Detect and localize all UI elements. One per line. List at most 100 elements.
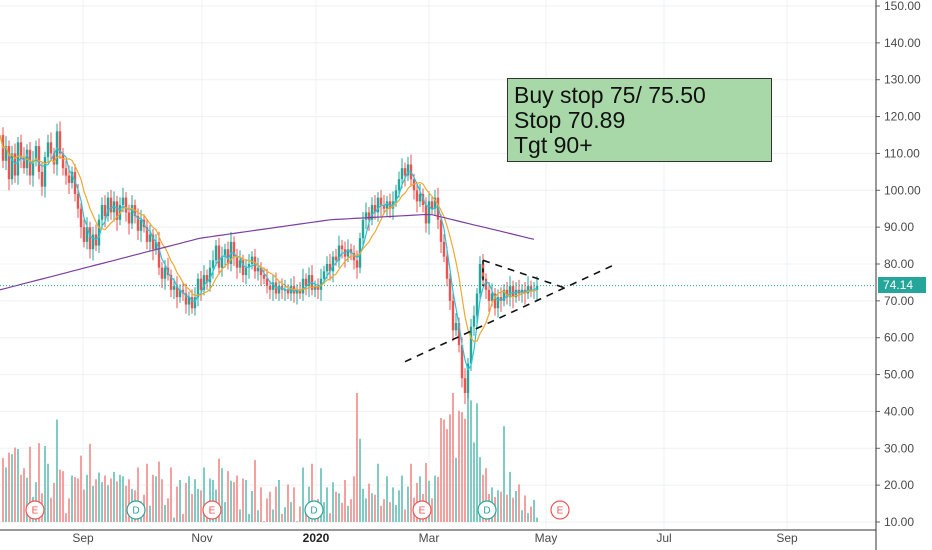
candle-body — [304, 278, 308, 287]
volume-bar — [275, 486, 277, 522]
volume-bar — [116, 481, 118, 522]
volume-bar — [65, 513, 67, 522]
candle-body — [223, 249, 227, 257]
x-tick-label: Sep — [776, 531, 798, 545]
candle-body — [430, 201, 434, 209]
candle-body — [373, 205, 377, 213]
earnings-marker — [550, 500, 570, 520]
y-tick-label: 110.00 — [884, 146, 920, 160]
candle-body — [484, 278, 488, 290]
candle-body — [388, 201, 392, 209]
volume-bar — [533, 499, 535, 522]
candle-body — [265, 278, 269, 287]
volume-bar — [320, 468, 322, 522]
candle-body — [271, 282, 275, 290]
candle-body — [508, 286, 512, 298]
candle-body — [295, 289, 299, 294]
event-marker-label: E — [209, 506, 216, 517]
volume-bar — [119, 474, 121, 522]
volume-bar — [470, 400, 472, 522]
candle-body — [250, 256, 254, 264]
volume-bar — [290, 502, 292, 522]
candle-body — [529, 286, 533, 290]
candle-body — [82, 227, 86, 242]
candle-body — [433, 197, 437, 209]
candle-body — [259, 267, 263, 276]
candle-body — [160, 267, 164, 279]
volume-bar — [104, 475, 106, 522]
volume-bar — [224, 502, 226, 522]
volume-bar — [158, 461, 160, 522]
volume-bar — [365, 498, 367, 522]
volume-bar — [278, 479, 280, 522]
candle-body — [397, 179, 401, 191]
volume-bar — [293, 487, 295, 522]
candle-body — [163, 267, 167, 279]
candle-body — [325, 264, 329, 272]
candle-body — [49, 142, 53, 154]
volume-bar — [287, 484, 289, 522]
volume-bar — [269, 491, 271, 522]
candle-body — [151, 234, 155, 250]
volume-bar — [188, 476, 190, 522]
volume-bar — [14, 447, 16, 522]
volume-bar — [164, 505, 166, 522]
volume-bar — [59, 469, 61, 522]
volume-bar — [332, 482, 334, 522]
candle-body — [145, 227, 149, 242]
volume-bar — [53, 482, 55, 522]
candle-body — [298, 289, 302, 294]
candle-body — [52, 153, 56, 165]
candle-body — [109, 197, 113, 213]
volume-bar — [239, 509, 241, 522]
candle-body — [238, 260, 242, 268]
volume-bar — [311, 463, 313, 522]
ma-fast-line — [0, 134, 538, 372]
volume-bar — [437, 477, 439, 522]
candle-body — [154, 241, 158, 250]
y-tick-label: 150.00 — [884, 0, 921, 13]
volume-bar — [185, 482, 187, 522]
candle-body — [367, 212, 371, 220]
volume-bar — [26, 477, 28, 522]
candle-body — [319, 278, 323, 290]
candle-body — [226, 249, 230, 264]
last-price-tag: 74.14 — [878, 277, 926, 293]
event-marker-label: D — [483, 506, 490, 517]
volume-bar — [485, 468, 487, 522]
volume-bar — [218, 458, 220, 522]
volume-bar — [296, 521, 298, 523]
candle-body — [346, 249, 350, 257]
candle-body — [178, 289, 182, 298]
volume-bar — [272, 509, 274, 522]
candle-body — [190, 297, 194, 309]
volume-bar — [440, 418, 442, 522]
candle-body — [454, 322, 458, 331]
candle-body — [199, 278, 203, 290]
volume-bar — [395, 505, 397, 522]
candle-body — [370, 205, 374, 220]
volume-bar — [251, 491, 253, 522]
volume-bar — [500, 491, 502, 522]
volume-bar — [431, 498, 433, 522]
volume-bar — [152, 474, 154, 522]
candle-body — [478, 264, 482, 294]
trade-note-box[interactable]: Buy stop 75/ 75.50 Stop 70.89 Tgt 90+ — [507, 78, 772, 162]
volume-bar — [86, 474, 88, 522]
y-tick-label: 100.00 — [884, 183, 921, 197]
candle-body — [448, 278, 452, 301]
candle-body — [115, 201, 119, 220]
dividend-marker — [304, 500, 324, 520]
volume-bar — [89, 443, 91, 522]
volume-bar — [71, 475, 73, 522]
ma-slow-line — [0, 213, 535, 291]
volume-bar — [524, 495, 526, 522]
candle-body — [349, 249, 353, 253]
volume-bar — [74, 477, 76, 522]
candle-body — [463, 378, 467, 393]
volume-bar — [122, 476, 124, 522]
ma-mid-line — [0, 134, 537, 343]
candle-body — [286, 289, 290, 294]
y-tick-label: 20.00 — [884, 478, 914, 492]
